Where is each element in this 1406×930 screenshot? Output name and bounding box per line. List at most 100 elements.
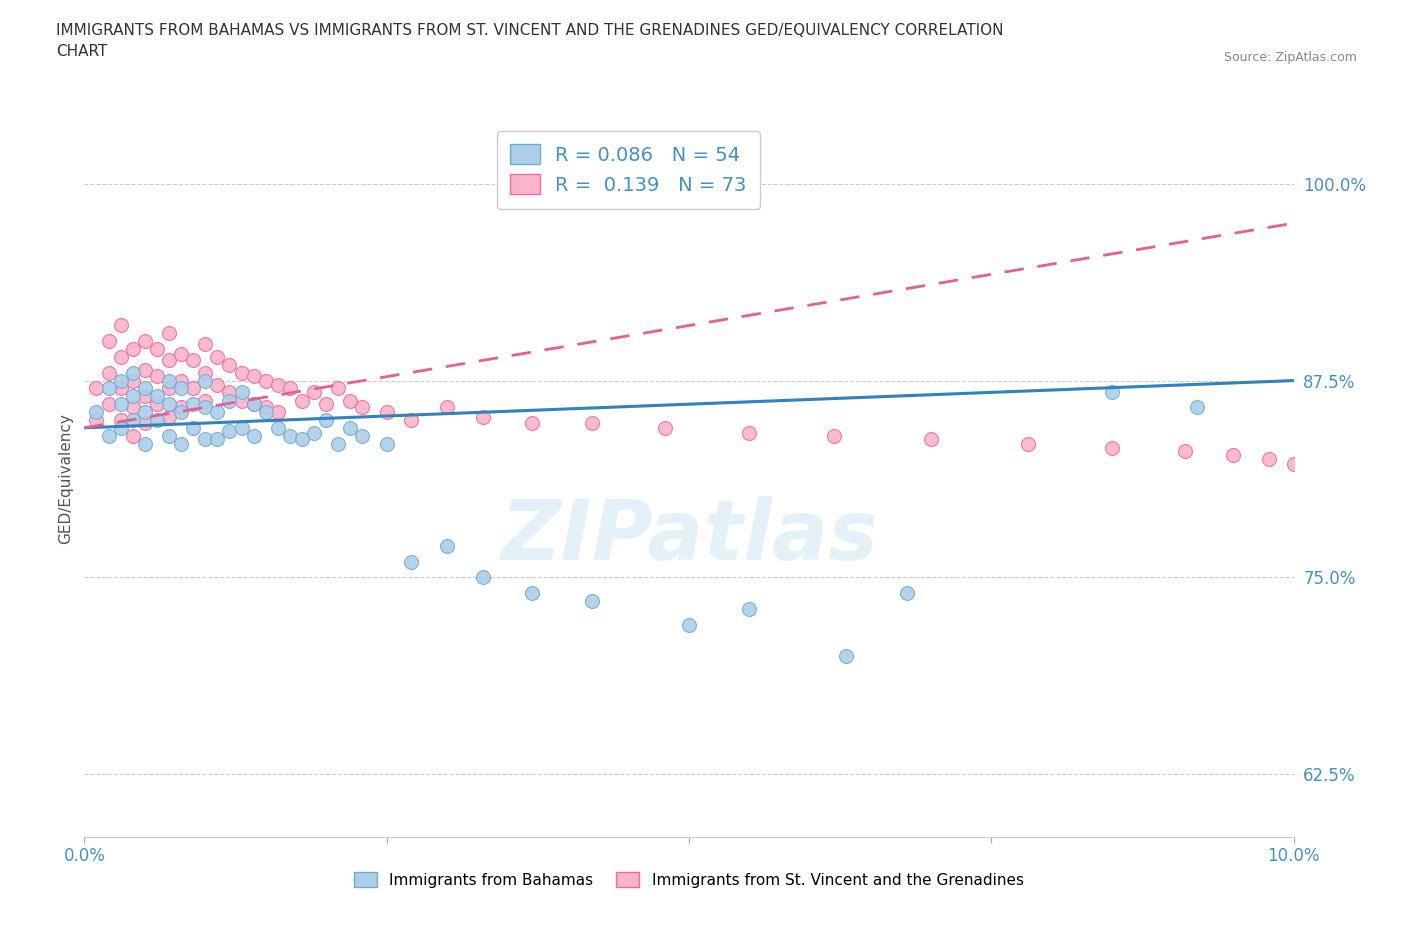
Point	[207, 350, 229, 365]
Point	[328, 436, 350, 451]
Point	[278, 381, 301, 396]
Point	[170, 405, 193, 419]
Point	[920, 432, 942, 446]
Point	[134, 381, 156, 396]
Text: ZIPatlas: ZIPatlas	[501, 496, 877, 577]
Point	[291, 432, 314, 446]
Point	[302, 425, 325, 440]
Point	[1222, 447, 1244, 462]
Point	[157, 428, 180, 443]
Point	[134, 389, 156, 404]
Point	[1379, 468, 1402, 483]
Point	[194, 373, 217, 388]
Point	[1282, 457, 1305, 472]
Point	[520, 586, 543, 601]
Point	[110, 420, 132, 435]
Point	[121, 413, 143, 428]
Point	[146, 341, 169, 356]
Point	[170, 436, 193, 451]
Point	[352, 400, 374, 415]
Point	[339, 393, 361, 408]
Point	[267, 420, 290, 435]
Point	[146, 413, 169, 428]
Point	[738, 602, 761, 617]
Point	[181, 397, 204, 412]
Point	[170, 381, 193, 396]
Point	[170, 400, 193, 415]
Point	[157, 397, 180, 412]
Point	[121, 428, 143, 443]
Point	[207, 432, 229, 446]
Point	[352, 428, 374, 443]
Point	[170, 373, 193, 388]
Point	[315, 413, 337, 428]
Point	[242, 397, 264, 412]
Point	[207, 378, 229, 392]
Point	[146, 397, 169, 412]
Point	[134, 362, 156, 377]
Point	[86, 413, 108, 428]
Point	[835, 648, 858, 663]
Point	[231, 365, 253, 380]
Point	[110, 397, 132, 412]
Point	[181, 381, 204, 396]
Point	[194, 337, 217, 352]
Point	[520, 416, 543, 431]
Point	[1258, 452, 1281, 467]
Y-axis label: GED/Equivalency: GED/Equivalency	[58, 414, 73, 544]
Text: Source: ZipAtlas.com: Source: ZipAtlas.com	[1223, 51, 1357, 64]
Point	[472, 570, 495, 585]
Point	[823, 428, 845, 443]
Point	[267, 378, 290, 392]
Point	[97, 334, 120, 349]
Point	[654, 420, 676, 435]
Point	[110, 413, 132, 428]
Point	[121, 341, 143, 356]
Point	[254, 373, 277, 388]
Point	[121, 365, 143, 380]
Point	[218, 423, 240, 438]
Point	[218, 393, 240, 408]
Point	[110, 373, 132, 388]
Point	[242, 368, 264, 383]
Point	[194, 432, 217, 446]
Point	[315, 397, 337, 412]
Point	[1306, 459, 1329, 474]
Point	[134, 405, 156, 419]
Point	[375, 405, 398, 419]
Legend: Immigrants from Bahamas, Immigrants from St. Vincent and the Grenadines: Immigrants from Bahamas, Immigrants from…	[349, 866, 1029, 894]
Point	[110, 381, 132, 396]
Point	[1403, 472, 1406, 487]
Point	[157, 381, 180, 396]
Point	[194, 365, 217, 380]
Point	[134, 416, 156, 431]
Point	[436, 538, 458, 553]
Point	[1101, 441, 1123, 456]
Point	[134, 436, 156, 451]
Point	[242, 428, 264, 443]
Point	[218, 357, 240, 372]
Point	[157, 373, 180, 388]
Point	[110, 350, 132, 365]
Point	[110, 318, 132, 333]
Point	[267, 405, 290, 419]
Point	[86, 381, 108, 396]
Point	[231, 384, 253, 399]
Point	[231, 420, 253, 435]
Point	[218, 384, 240, 399]
Point	[170, 346, 193, 361]
Point	[146, 368, 169, 383]
Point	[738, 425, 761, 440]
Point	[375, 436, 398, 451]
Point	[231, 393, 253, 408]
Point	[581, 416, 603, 431]
Point	[97, 428, 120, 443]
Point	[291, 393, 314, 408]
Point	[121, 389, 143, 404]
Point	[121, 400, 143, 415]
Point	[896, 586, 918, 601]
Point	[1185, 400, 1208, 415]
Point	[181, 352, 204, 367]
Point	[302, 384, 325, 399]
Point	[157, 409, 180, 424]
